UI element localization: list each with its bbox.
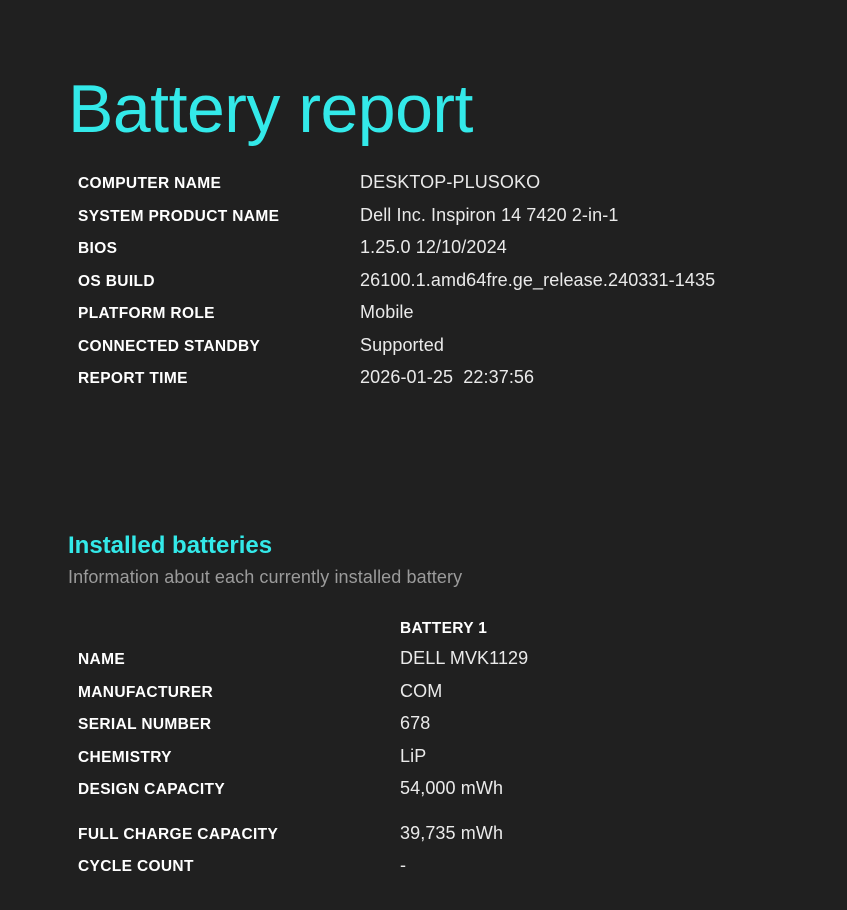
row-value: DELL MVK1129 <box>400 648 529 668</box>
row-value: DESKTOP-PLUSOKO <box>360 172 541 192</box>
row-label: CYCLE COUNT <box>78 858 194 875</box>
row-label: COMPUTER NAME <box>78 175 222 192</box>
row-label: DESIGN CAPACITY <box>78 781 226 798</box>
row-value: 26100.1.amd64fre.ge_release.240331-1435 <box>360 269 716 290</box>
table-row: FULL CHARGE CAPACITY 39,735 mWh <box>78 823 808 856</box>
table-row: DESIGN CAPACITY 54,000 mWh <box>78 778 808 811</box>
table-row: NAME DELL MVK1129 <box>78 648 808 681</box>
row-value: 678 <box>400 713 431 733</box>
row-label: REPORT TIME <box>78 370 188 387</box>
system-info-table: COMPUTER NAME DESKTOP-PLUSOKO SYSTEM PRO… <box>78 172 798 400</box>
row-value: Mobile <box>360 302 414 322</box>
section-heading: Installed batteries <box>68 532 273 559</box>
table-row: REPORT TIME 2026-01-25 22:37:56 <box>78 367 798 400</box>
row-label: MANUFACTURER <box>78 683 214 701</box>
row-label: BIOS <box>78 240 118 257</box>
row-label: CHEMISTRY <box>78 748 172 766</box>
installed-batteries-table: BATTERY 1 NAME DELL MVK1129 MANUFACTURER… <box>78 620 808 888</box>
table-row: COMPUTER NAME DESKTOP-PLUSOKO <box>78 172 798 205</box>
row-value: Supported <box>360 334 444 355</box>
row-value: 39,735 mWh <box>400 822 504 843</box>
table-header-row: BATTERY 1 <box>78 620 808 648</box>
row-label: SERIAL NUMBER <box>78 716 212 733</box>
table-row: CHEMISTRY LiP <box>78 746 808 779</box>
battery-column-header: BATTERY 1 <box>400 620 488 637</box>
row-label: FULL CHARGE CAPACITY <box>78 825 279 843</box>
table-row: SERIAL NUMBER 678 <box>78 713 808 746</box>
row-value: - <box>400 855 407 875</box>
row-label: PLATFORM ROLE <box>78 305 215 322</box>
table-row: CONNECTED STANDBY Supported <box>78 335 798 368</box>
row-value: 2026-01-25 22:37:56 <box>360 367 535 387</box>
table-row: OS BUILD 26100.1.amd64fre.ge_release.240… <box>78 270 798 303</box>
row-value: LiP <box>400 745 427 766</box>
row-value: COM <box>400 680 443 701</box>
row-label: NAME <box>78 651 126 668</box>
row-value: 1.25.0 12/10/2024 <box>360 237 507 257</box>
table-row: SYSTEM PRODUCT NAME Dell Inc. Inspiron 1… <box>78 205 798 238</box>
table-row: MANUFACTURER COM <box>78 681 808 714</box>
row-value: Dell Inc. Inspiron 14 7420 2-in-1 <box>360 204 619 225</box>
row-label: CONNECTED STANDBY <box>78 337 261 355</box>
table-row: CYCLE COUNT - <box>78 855 808 888</box>
installed-batteries-section: Installed batteries Information about ea… <box>68 531 808 589</box>
table-row: BIOS 1.25.0 12/10/2024 <box>78 237 798 270</box>
row-label: OS BUILD <box>78 272 155 290</box>
page-title: Battery report <box>68 70 473 147</box>
row-value: 54,000 mWh <box>400 778 504 798</box>
row-label: SYSTEM PRODUCT NAME <box>78 207 280 225</box>
table-row: PLATFORM ROLE Mobile <box>78 302 798 335</box>
section-subheading: Information about each currently install… <box>68 567 463 587</box>
